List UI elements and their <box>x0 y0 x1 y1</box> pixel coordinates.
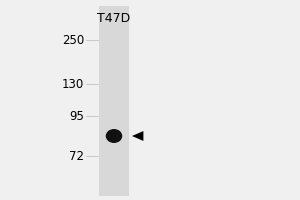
Text: 72: 72 <box>69 150 84 162</box>
Text: 95: 95 <box>69 110 84 122</box>
Ellipse shape <box>106 129 122 143</box>
Text: 250: 250 <box>62 33 84 46</box>
Bar <box>99 6 129 196</box>
Text: T47D: T47D <box>98 12 130 25</box>
Text: 130: 130 <box>62 78 84 90</box>
Polygon shape <box>132 131 143 141</box>
